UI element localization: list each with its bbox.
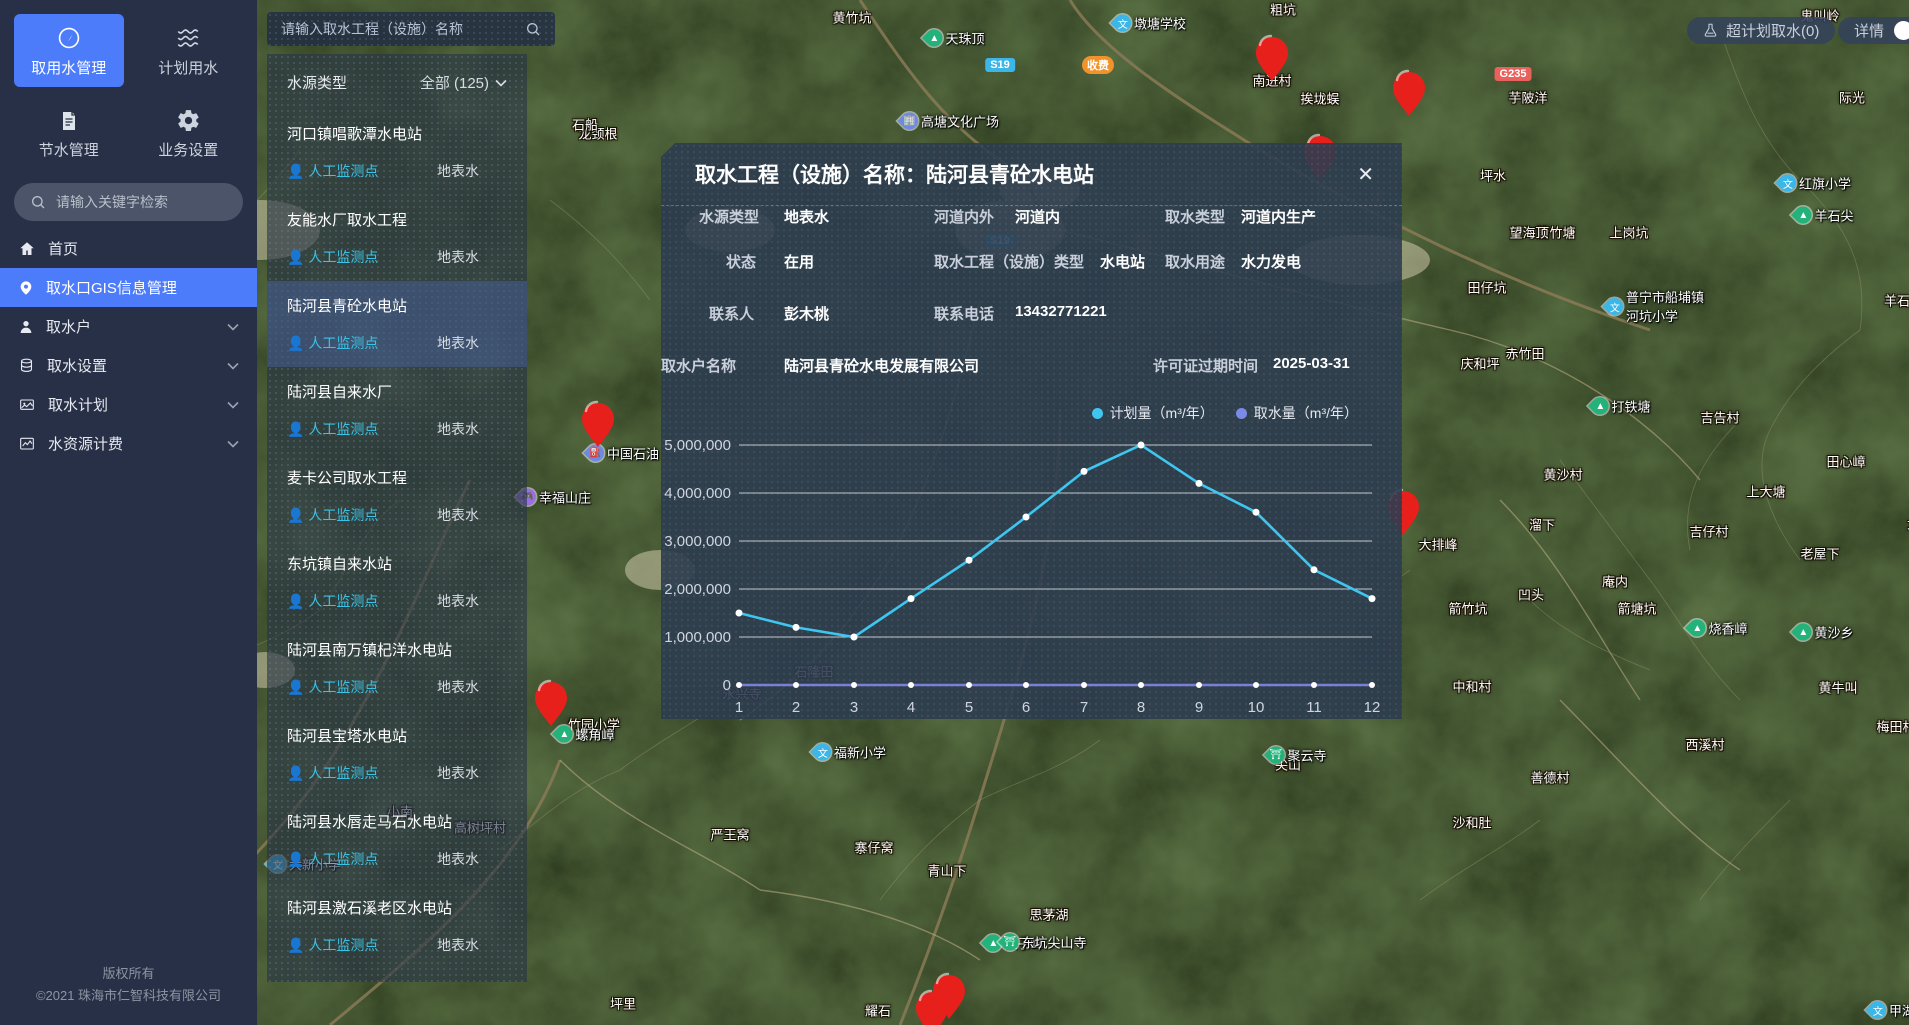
svg-text:7: 7 xyxy=(1080,699,1088,716)
svg-text:1: 1 xyxy=(735,699,743,716)
svg-text:2: 2 xyxy=(792,699,800,716)
svg-text:4: 4 xyxy=(907,699,915,716)
svg-text:11: 11 xyxy=(1306,699,1322,716)
svg-text:5,000,000: 5,000,000 xyxy=(664,437,731,454)
svg-text:3,000,000: 3,000,000 xyxy=(664,533,731,550)
svg-text:10: 10 xyxy=(1248,699,1265,716)
svg-text:9: 9 xyxy=(1195,699,1203,716)
svg-text:12: 12 xyxy=(1364,699,1381,716)
svg-text:6: 6 xyxy=(1022,699,1030,716)
svg-text:5: 5 xyxy=(965,699,973,716)
svg-text:0: 0 xyxy=(723,677,731,694)
svg-text:1,000,000: 1,000,000 xyxy=(664,629,731,646)
svg-text:8: 8 xyxy=(1137,699,1145,716)
svg-text:2,000,000: 2,000,000 xyxy=(664,581,731,598)
svg-text:4,000,000: 4,000,000 xyxy=(664,485,731,502)
svg-text:3: 3 xyxy=(850,699,858,716)
